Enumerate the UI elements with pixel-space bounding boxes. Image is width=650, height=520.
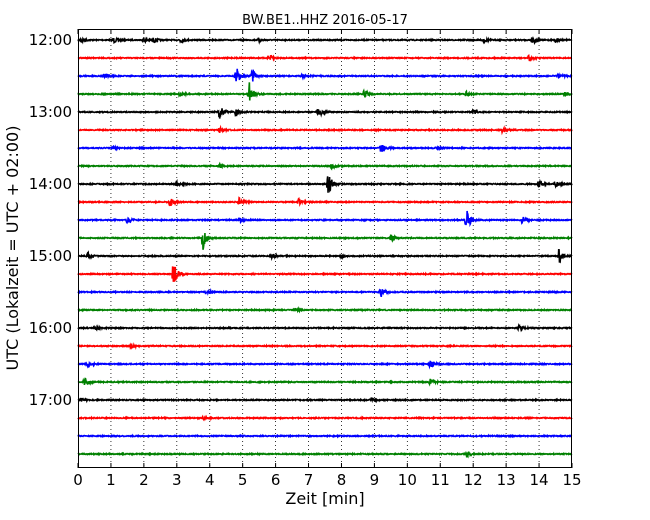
plot-frame <box>78 29 572 468</box>
x-tick-label: 3 <box>172 471 182 489</box>
trace-row-1345 <box>77 161 573 171</box>
trace-row-1415 <box>77 196 573 207</box>
x-tick-label: 10 <box>398 471 417 489</box>
trace-row-1745 <box>77 450 573 459</box>
trace-row-1230 <box>77 68 573 82</box>
trace-row-1645 <box>77 377 573 387</box>
trace-row-1615 <box>77 342 573 350</box>
y-tick-label: 16:00 <box>29 319 72 337</box>
trace-row-1300 <box>77 108 573 119</box>
x-tick-label: 13 <box>497 471 516 489</box>
x-tick-label: 8 <box>337 471 347 489</box>
trace-row-1515 <box>77 266 573 282</box>
x-tick-label: 14 <box>530 471 549 489</box>
trace-row-1430 <box>77 210 573 228</box>
trace-row-1245 <box>77 82 573 101</box>
y-tick-label: 17:00 <box>29 391 72 409</box>
trace-rows <box>77 35 573 459</box>
x-tick-label: 12 <box>464 471 483 489</box>
trace-row-1630 <box>77 360 573 370</box>
trace-row-1400 <box>77 176 573 193</box>
x-tick-label: 9 <box>370 471 380 489</box>
x-tick-label: 2 <box>139 471 149 489</box>
y-tick-label: 13:00 <box>29 103 72 121</box>
x-tick-label: 0 <box>73 471 83 489</box>
trace-row-1545 <box>77 306 573 314</box>
y-tick-label: 12:00 <box>29 31 72 49</box>
trace-row-1215 <box>77 54 573 62</box>
x-tick-label: 1 <box>106 471 116 489</box>
trace-row-1200 <box>77 35 573 46</box>
y-axis-label: UTC (Lokalzeit = UTC + 02:00) <box>3 126 22 371</box>
x-tick-label: 11 <box>431 471 450 489</box>
trace-row-1330 <box>77 144 573 153</box>
trace-row-1730 <box>77 433 573 439</box>
trace-row-1530 <box>77 287 573 298</box>
chart-title: BW.BE1..HHZ 2016-05-17 <box>242 13 408 28</box>
trace-row-1445 <box>77 232 573 250</box>
x-axis-label: Zeit [min] <box>285 489 364 508</box>
trace-row-1600 <box>77 323 573 333</box>
x-tick-label: 4 <box>205 471 215 489</box>
trace-row-1315 <box>77 124 573 136</box>
x-tick-label: 7 <box>304 471 314 489</box>
x-tick-label: 6 <box>271 471 281 489</box>
y-axis-ticks: 12:00 13:00 14:00 15:00 16:00 17:00 <box>29 31 83 409</box>
x-axis-ticks: 0 1 2 3 4 5 6 7 8 9 10 11 12 13 14 15 <box>73 29 582 489</box>
x-tick-label: 15 <box>562 471 581 489</box>
y-tick-label: 15:00 <box>29 247 72 265</box>
trace-row-1700 <box>77 397 573 404</box>
x-tick-label: 5 <box>238 471 248 489</box>
trace-row-1715 <box>77 414 573 422</box>
trace-row-1500 <box>77 249 573 264</box>
y-tick-label: 14:00 <box>29 175 72 193</box>
